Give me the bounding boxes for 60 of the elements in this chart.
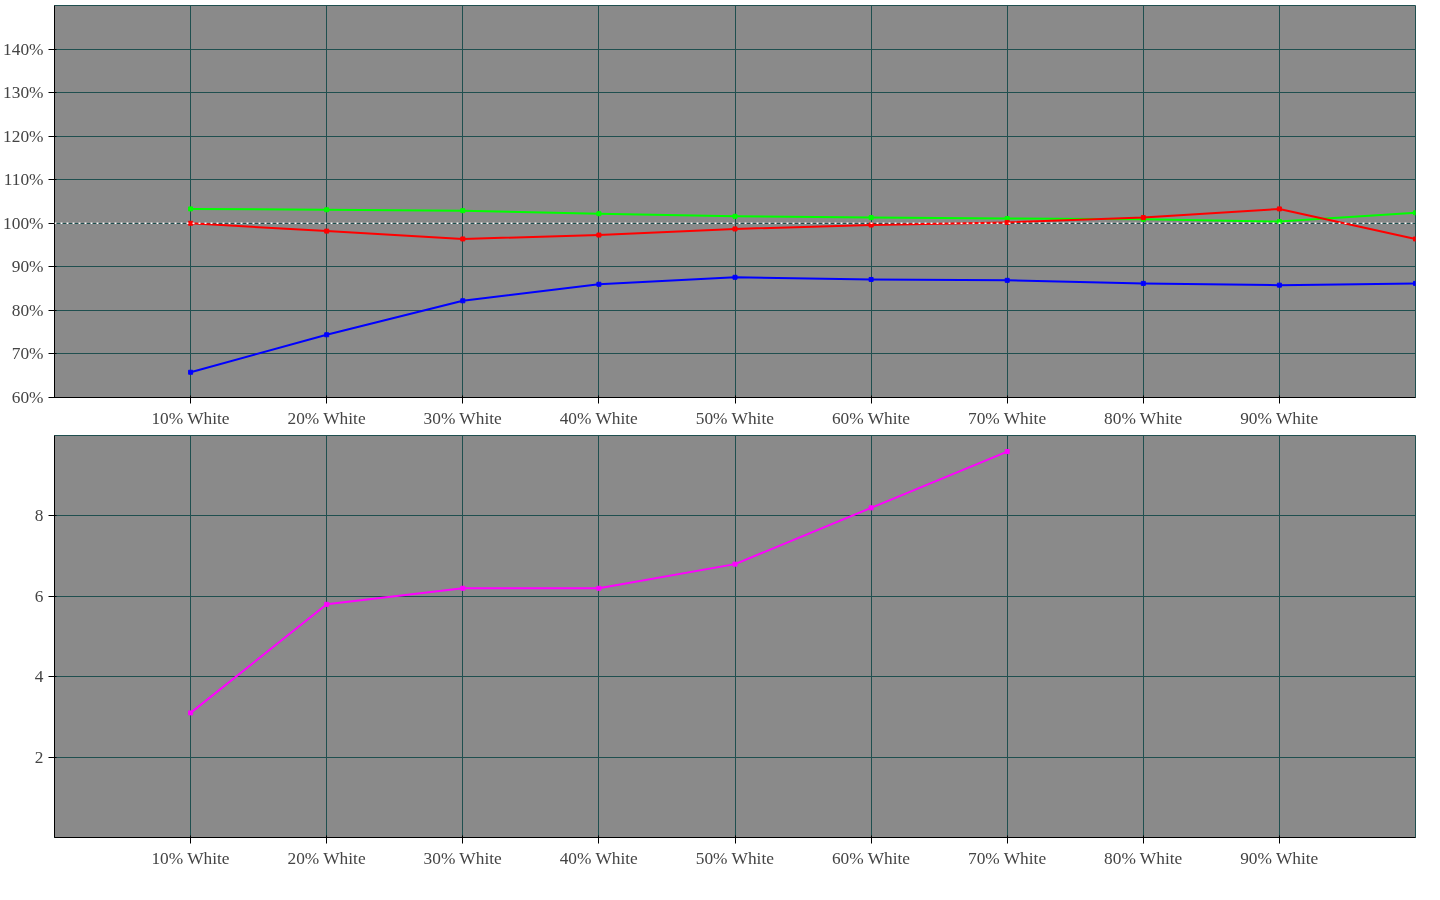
point — [188, 220, 194, 226]
x-tick-label: 60% White — [831, 408, 911, 428]
point — [596, 232, 602, 238]
point — [324, 207, 330, 213]
x-tick-label: 30% White — [423, 408, 503, 428]
x-tick-label: 80% White — [1104, 408, 1183, 428]
y-tick-label: 120% — [3, 126, 44, 146]
x-tick-label: 90% White — [1240, 848, 1319, 868]
point — [868, 505, 874, 511]
x-tick-label: 30% White — [423, 848, 503, 868]
y-tick-label: 80% — [11, 300, 44, 320]
x-tick-label: 10% White — [151, 848, 230, 868]
point — [460, 298, 466, 304]
y-tick-label: 2 — [34, 747, 44, 767]
y-tick-label: 6 — [34, 586, 44, 606]
x-tick-label: 90% White — [1240, 408, 1319, 428]
point — [1276, 282, 1282, 288]
x-tick-label: 40% White — [559, 408, 639, 428]
point — [1140, 280, 1146, 286]
point — [324, 332, 330, 338]
x-tick-label: 50% White — [695, 408, 775, 428]
y-tick-label: 100% — [3, 213, 44, 233]
point — [732, 213, 738, 219]
y-tick-label: 90% — [11, 257, 44, 277]
point — [1004, 277, 1010, 283]
point — [1276, 206, 1282, 212]
point — [1004, 219, 1010, 225]
point — [324, 228, 330, 234]
point — [460, 236, 466, 242]
point — [596, 585, 602, 591]
x-tick-label: 70% White — [967, 408, 1047, 428]
y-tick-label: 8 — [34, 506, 44, 526]
point — [460, 585, 466, 591]
point — [868, 215, 874, 221]
x-tick-label: 20% White — [287, 408, 366, 428]
point — [732, 561, 738, 567]
y-tick-label: 70% — [11, 344, 44, 364]
point — [460, 208, 466, 214]
y-tick-label: 4 — [34, 667, 44, 687]
y-tick-label: 60% — [11, 388, 44, 407]
point — [596, 211, 602, 217]
y-tick-label: 110% — [3, 170, 44, 190]
point — [1004, 449, 1010, 455]
point — [188, 206, 194, 212]
point — [868, 276, 874, 282]
x-tick-label: 40% White — [559, 848, 639, 868]
point — [732, 274, 738, 280]
y-tick-label: 130% — [3, 83, 44, 103]
point — [324, 601, 330, 607]
x-tick-label: 50% White — [695, 848, 775, 868]
x-tick-label: 10% White — [151, 408, 230, 428]
x-tick-label: 80% White — [1104, 848, 1183, 868]
point — [188, 710, 194, 716]
point — [732, 226, 738, 232]
x-tick-label: 60% White — [831, 848, 911, 868]
x-tick-label: 70% White — [967, 848, 1047, 868]
y-tick-label: 140% — [3, 39, 44, 59]
x-tick-label: 20% White — [287, 848, 366, 868]
point — [188, 369, 194, 375]
point — [596, 281, 602, 287]
